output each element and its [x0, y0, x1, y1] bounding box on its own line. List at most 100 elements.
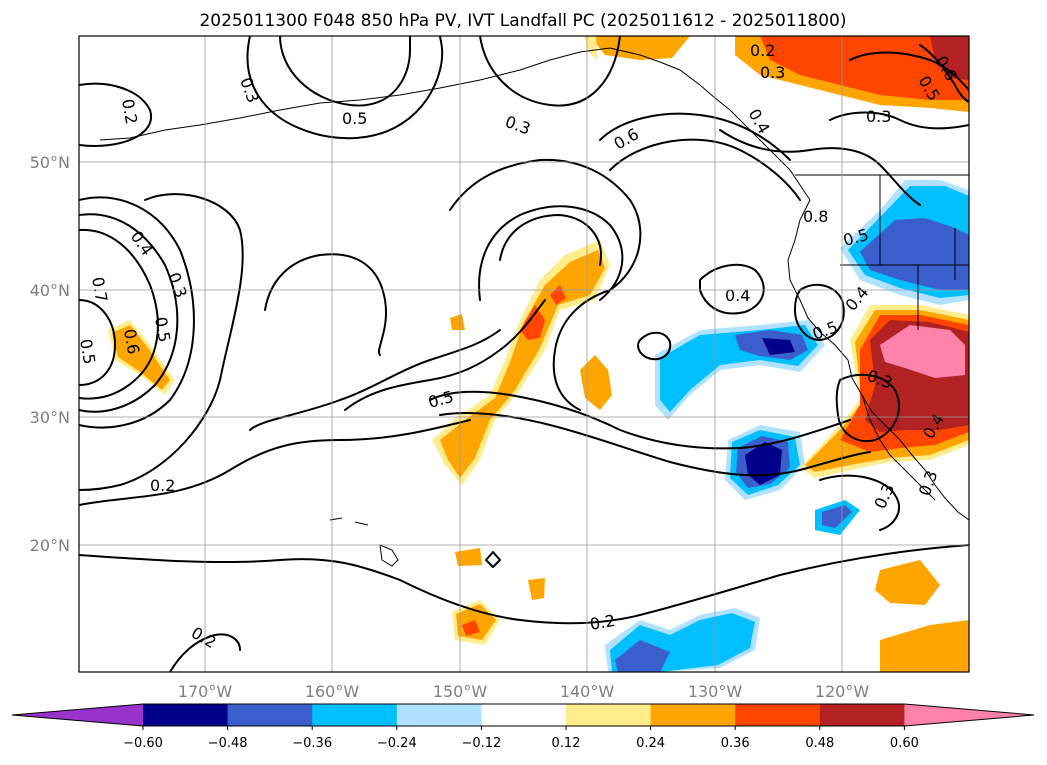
shade-band-red — [520, 305, 545, 340]
colorbar-segment — [819, 704, 905, 726]
contour-line — [919, 44, 969, 103]
colorbar-tick-label: −0.12 — [461, 736, 501, 751]
colorbar-segment — [227, 704, 313, 726]
colorbar-tick-label: −0.60 — [123, 736, 163, 751]
contour-line — [246, 36, 444, 140]
contour-line — [79, 213, 179, 413]
coastline-west-us — [787, 199, 969, 521]
contour-label: 0.5 — [151, 315, 174, 343]
shade-ep-navy — [762, 338, 795, 355]
colorbar-tick-label: −0.24 — [377, 736, 417, 751]
shade-ne-dark — [930, 36, 969, 80]
contour-label: 0.2 — [750, 41, 775, 60]
contour-line — [79, 193, 244, 491]
colorbar-segment — [143, 704, 229, 726]
shade-sub-3 — [455, 548, 482, 566]
colorbar-segment — [481, 704, 567, 726]
contour-label: 0.5 — [342, 109, 367, 128]
lon-label: 150°W — [433, 682, 488, 701]
colorbar-segment — [566, 704, 652, 726]
colorbar-tick-label: −0.48 — [208, 736, 248, 751]
contour-line — [479, 36, 621, 107]
contour-line — [609, 138, 801, 201]
lon-label: 170°W — [178, 682, 233, 701]
contour-line — [79, 82, 153, 147]
contour-line — [485, 551, 501, 568]
contour-label: 0.2 — [150, 476, 175, 495]
shade-west-orange — [112, 325, 170, 390]
shade-sb-blue-mid — [615, 640, 670, 672]
shade-top-orange — [590, 36, 690, 60]
contour-line — [478, 205, 624, 301]
lon-label: 120°W — [815, 682, 870, 701]
lon-label: 160°W — [305, 682, 360, 701]
colorbar-segment — [735, 704, 821, 726]
contour-layer — [79, 36, 969, 672]
contour-label: 0.2 — [118, 97, 141, 125]
contour-label: 0.5 — [76, 337, 99, 365]
shade-band-orange — [440, 250, 605, 478]
lon-label: 130°W — [688, 682, 743, 701]
contour-label: 0.8 — [803, 207, 828, 226]
colorbar-tick-labels: −0.60 −0.48 −0.36 −0.24 −0.12 0.12 0.24 0.36 0.4… — [123, 726, 919, 751]
contour-line — [829, 111, 969, 130]
contour-line — [79, 544, 969, 625]
contour-line — [637, 331, 672, 361]
colorbar-extend-low — [12, 704, 143, 726]
shade-sub-5 — [880, 620, 969, 672]
contour-line — [79, 299, 116, 386]
colorbar-extend-high — [904, 704, 1034, 726]
colorbar-segment — [650, 704, 736, 726]
contour-line — [169, 633, 241, 672]
contour-line — [79, 419, 471, 506]
colorbar-segment — [312, 704, 398, 726]
map-frame — [78, 35, 970, 673]
contour-line — [279, 36, 411, 107]
figure-title: 2025011300 F048 850 hPa PV, IVT Landfall… — [199, 11, 846, 31]
shade-top-yellow — [584, 36, 598, 60]
map-panel: 0.2 0.3 0.5 0.3 0.6 0.4 0.2 0.3 0.6 0.5 … — [76, 35, 970, 673]
colorbar-tick-label: 0.60 — [890, 736, 919, 751]
lat-label: 50°N — [30, 153, 70, 172]
contour-label: 0.4 — [725, 286, 750, 305]
colorbar-segment — [396, 704, 482, 726]
contour-label: 0.6 — [120, 327, 143, 355]
contour-label: 0.3 — [760, 63, 785, 82]
longitude-labels: 170°W 160°W 150°W 140°W 130°W 120°W — [178, 682, 870, 701]
shade-sub-1c — [462, 620, 480, 636]
lon-label: 140°W — [560, 682, 615, 701]
latitude-labels: 50°N 40°N 30°N 20°N — [30, 153, 70, 555]
shade-blob-580 — [580, 355, 612, 410]
colorbar-tick-label: −0.36 — [292, 736, 332, 751]
shade-sub-2 — [528, 578, 545, 600]
contour-line — [449, 158, 642, 411]
graticule — [79, 36, 969, 672]
colorbar — [11, 703, 1035, 727]
shade-ne-blue-mid — [860, 218, 969, 290]
contour-line — [499, 214, 602, 266]
colorbar-tick-label: 0.36 — [721, 736, 750, 751]
contour-line — [79, 196, 195, 429]
contour-line — [835, 373, 900, 443]
contour-line — [699, 263, 765, 315]
lat-label: 20°N — [30, 536, 70, 555]
contour-label: 0.7 — [88, 275, 111, 303]
colorbar-tick-label: 0.48 — [805, 736, 834, 751]
shade-sw-pink — [880, 325, 965, 378]
lat-label: 30°N — [30, 408, 70, 427]
contour-line — [849, 51, 969, 91]
contour-line — [599, 112, 791, 161]
lat-label: 40°N — [30, 281, 70, 300]
shade-blob-450 — [450, 314, 465, 330]
colorbar-tick-label: 0.24 — [636, 736, 665, 751]
contour-line — [79, 228, 159, 400]
contour-line — [344, 299, 546, 411]
contour-line — [819, 474, 900, 531]
contour-line — [264, 253, 388, 356]
shade-sub-4 — [875, 560, 940, 605]
contour-label: 0.3 — [866, 107, 891, 126]
shading-layer — [108, 36, 969, 672]
contour-line — [429, 390, 851, 450]
shade-ne-red — [760, 36, 969, 100]
